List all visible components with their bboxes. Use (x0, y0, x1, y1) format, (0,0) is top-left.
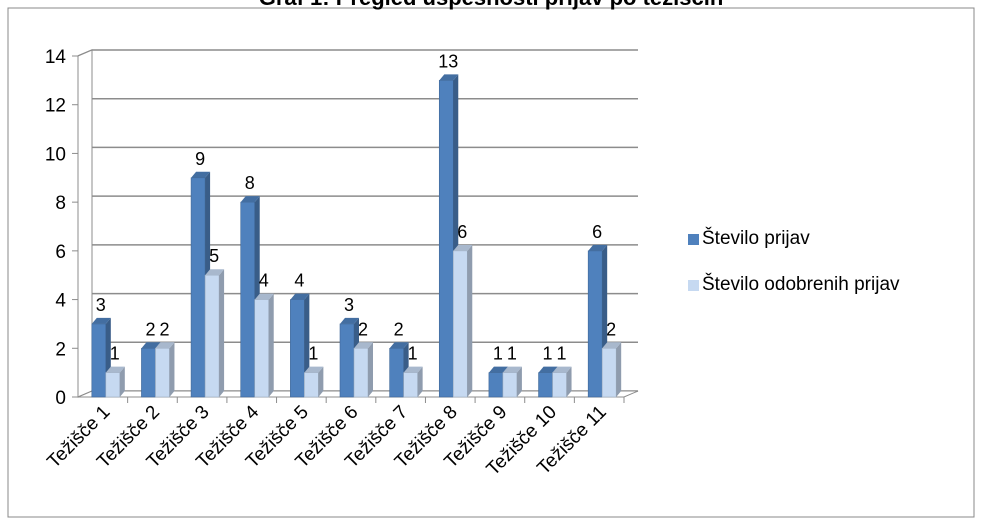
bar-2-8 (452, 250, 468, 398)
legend-swatch-series-1 (688, 233, 699, 245)
bar-top-1-4 (240, 196, 260, 203)
bar-1-1 (91, 323, 107, 398)
data-label-2-4: 4 (259, 271, 269, 291)
bar-1-8 (438, 80, 454, 398)
bar-2-2 (155, 347, 170, 398)
bar-top-2-4 (254, 293, 274, 300)
bar-side-2-9 (516, 366, 522, 397)
y-tick-label: 14 (45, 47, 67, 68)
bar-1-3 (190, 177, 206, 398)
bar-top-1-8 (439, 74, 459, 81)
bar-top-1-6 (340, 317, 359, 324)
bar-top-2-10 (552, 366, 572, 373)
bar-1-7 (389, 347, 404, 398)
legend: Število prijav Število odobrenih prijav (688, 228, 900, 320)
bar-2-9 (502, 372, 518, 398)
bar-top-2-11 (602, 342, 622, 349)
bars (91, 74, 622, 398)
bar-top-1-11 (588, 244, 608, 251)
legend-item-series-1: Število prijav (688, 228, 900, 250)
bar-2-10 (552, 372, 567, 398)
y-tick-label: 8 (55, 193, 66, 214)
chart-title: Graf 1: Pregled uspešnosti prijav po tež… (259, 0, 724, 10)
data-label-2-10: 1 (557, 344, 567, 364)
data-label-2-2: 2 (159, 319, 169, 339)
bar-top-2-1 (105, 366, 125, 373)
bar-side-2-11 (616, 342, 622, 397)
legend-item-series-2: Število odobrenih prijav (688, 274, 900, 296)
data-label-1-6: 3 (344, 295, 354, 315)
bar-top-1-10 (538, 366, 558, 373)
data-label-2-5: 1 (308, 344, 318, 364)
bar-2-7 (403, 372, 418, 398)
data-label-1-4: 8 (245, 173, 255, 193)
bar-1-10 (538, 372, 553, 398)
y-tick-label: 4 (55, 291, 66, 312)
bar-2-11 (601, 347, 617, 398)
bar-top-2-8 (453, 244, 473, 251)
bar-side-2-8 (467, 244, 473, 397)
data-label-2-3: 5 (209, 246, 219, 266)
y-tick-label: 12 (45, 96, 66, 117)
bar-top-1-7 (389, 342, 409, 349)
bar-2-6 (353, 347, 369, 398)
y-tick-label: 10 (45, 144, 66, 165)
bar-side-2-7 (417, 366, 423, 397)
data-label-1-9: 1 (493, 344, 503, 364)
data-label-1-2: 2 (145, 319, 155, 339)
chart-border (7, 7, 975, 518)
bar-2-1 (105, 372, 121, 398)
bar-top-2-7 (403, 366, 423, 373)
bar-2-3 (204, 274, 220, 398)
bar-1-4 (240, 201, 256, 398)
bar-side-2-3 (219, 269, 225, 397)
bar-1-6 (339, 323, 355, 398)
legend-label-series-2: Število odobrenih prijav (702, 274, 900, 295)
data-label-2-9: 1 (507, 344, 517, 364)
y-tick-label: 0 (55, 388, 66, 409)
data-label-1-5: 4 (294, 271, 304, 291)
bar-top-1-5 (290, 293, 310, 300)
bar-top-1-1 (91, 317, 111, 324)
bar-side-2-10 (566, 366, 572, 397)
data-label-1-10: 1 (543, 344, 553, 364)
bar-1-2 (141, 347, 156, 398)
data-label-2-1: 1 (110, 344, 120, 364)
bar-top-2-6 (354, 342, 373, 349)
data-label-2-6: 2 (358, 319, 368, 339)
data-label-1-1: 3 (96, 295, 106, 315)
legend-label-series-1: Število prijav (702, 228, 810, 249)
bar-side-2-1 (119, 366, 125, 397)
data-label-1-8: 13 (438, 51, 458, 71)
legend-swatch-series-2 (688, 279, 699, 291)
bar-top-2-3 (205, 269, 225, 276)
bar-2-5 (304, 372, 319, 398)
data-label-2-8: 6 (457, 222, 467, 242)
bar-1-11 (587, 250, 603, 398)
bar-top-2-5 (304, 366, 324, 373)
bar-top-2-2 (155, 342, 175, 349)
data-label-2-7: 1 (408, 344, 418, 364)
bar-1-9 (488, 372, 504, 398)
data-label-1-7: 2 (394, 319, 404, 339)
bar-2-4 (254, 299, 270, 398)
bar-top-1-2 (141, 342, 161, 349)
data-label-1-11: 6 (592, 222, 602, 242)
bar-top-2-9 (502, 366, 522, 373)
y-tick-label: 6 (55, 242, 66, 263)
bar-top-1-3 (191, 171, 211, 178)
side-wall (77, 49, 93, 398)
bar-top-1-9 (488, 366, 508, 373)
data-label-2-11: 2 (606, 319, 616, 339)
bar-1-5 (290, 299, 305, 398)
bar-side-2-6 (368, 342, 373, 397)
bar-side-2-4 (268, 293, 274, 397)
bar-side-2-5 (318, 366, 324, 397)
data-label-1-3: 9 (195, 149, 205, 169)
bar-side-2-2 (169, 342, 175, 397)
y-tick-label: 2 (55, 339, 66, 360)
